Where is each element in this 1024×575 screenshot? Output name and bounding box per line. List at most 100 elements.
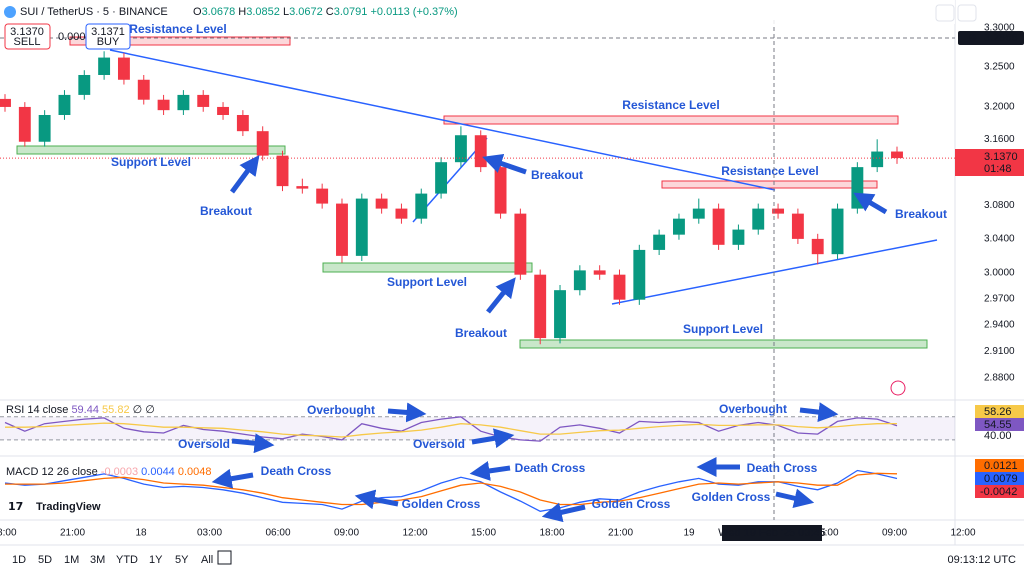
annotation: Support Level — [387, 275, 467, 289]
indicator-line — [5, 472, 898, 506]
candle-body — [732, 229, 745, 245]
download-button[interactable] — [935, 4, 955, 22]
x-tick-label: 21:00 — [608, 528, 633, 539]
support-zone — [519, 339, 928, 349]
annotation: Death Cross — [261, 464, 332, 478]
candle-body — [236, 114, 249, 132]
y-tick-label: 3.2500 — [984, 62, 1015, 73]
rsi-axis-label: 40.00 — [984, 430, 1012, 442]
arrow — [541, 502, 586, 523]
candle-body — [573, 270, 586, 291]
crosshair-time-box — [722, 525, 822, 541]
support-zone — [16, 145, 286, 155]
signal-box — [975, 459, 1024, 472]
x-tick-label: 18 — [135, 528, 147, 539]
candle-body — [336, 203, 348, 256]
annotation: Breakout — [531, 168, 583, 182]
arrow — [229, 154, 260, 194]
drawings — [16, 36, 938, 349]
macd-legend: MACD 12 26 close -0.0003 0.0044 0.0048 — [6, 466, 212, 478]
candle-body — [316, 188, 329, 204]
date-range-button[interactable] — [217, 550, 232, 565]
annotation: Golden Cross — [692, 490, 771, 504]
candle-body — [177, 94, 190, 111]
x-tick-label: 06:00 — [265, 528, 290, 539]
candle-body — [534, 274, 547, 339]
range-button[interactable]: 1D — [12, 554, 26, 566]
candle-body — [435, 162, 448, 194]
y-tick-label: 2.8800 — [984, 373, 1015, 384]
range-button[interactable]: All — [201, 554, 213, 566]
symbol: SUI / TetherUS · 5 · BINANCE — [20, 6, 168, 18]
candle-body — [217, 106, 229, 115]
range-button[interactable]: 1M — [64, 554, 79, 566]
ohlc-value: 3.0852 — [246, 6, 280, 18]
ohlc-label: H — [238, 6, 246, 18]
sell-button[interactable] — [4, 23, 51, 50]
change: +0.0113 (+0.37%) — [370, 6, 457, 18]
x-tick-label: 18:00 — [0, 528, 17, 539]
macd-name: MACD 12 26 close — [6, 466, 98, 478]
candle-body — [831, 208, 844, 255]
range-button[interactable]: 5Y — [175, 554, 189, 566]
annotation: Overbought — [307, 403, 375, 417]
rsi-box — [975, 418, 1024, 431]
ohlc-value: 3.0678 — [202, 6, 236, 18]
y-tick-label: 3.3000 — [984, 22, 1015, 33]
macd-value: 0.0048 — [178, 466, 212, 478]
candle-body — [712, 208, 725, 245]
buy-button[interactable] — [85, 23, 131, 50]
indicator-line — [5, 422, 898, 438]
plots — [0, 51, 955, 512]
range-button[interactable]: YTD — [116, 554, 138, 566]
rsi-legend: RSI 14 close 59.44 55.82 ∅ ∅ — [6, 404, 155, 416]
arrow — [853, 192, 888, 215]
y-tick-label: 2.9400 — [984, 320, 1015, 331]
crosshair-plus: ⊕ — [968, 32, 977, 44]
header-bg — [0, 0, 955, 24]
y-tick-label: 3.1600 — [984, 134, 1015, 145]
ohlc: O3.0678 H3.0852 L3.0672 C3.0791 +0.0113 … — [193, 6, 458, 18]
rsi-value: 59.44 — [71, 404, 99, 416]
candle-body — [752, 208, 765, 230]
candle-body — [157, 99, 170, 111]
x-tick-label: 15:00 — [471, 528, 496, 539]
y-tick-label: 3.0400 — [984, 234, 1015, 245]
rsi-axis-label: 58.26 — [984, 406, 1012, 418]
buy-price: 3.1371 — [91, 26, 125, 38]
logo-mark: 𝟭𝟳 — [8, 501, 23, 513]
arrow — [486, 277, 516, 314]
ohlc-label: L — [283, 6, 289, 18]
range-button[interactable]: 5D — [38, 554, 52, 566]
range-button[interactable]: 1Y — [149, 554, 163, 566]
macd-box — [975, 472, 1024, 485]
annotation: Death Cross — [747, 461, 818, 475]
x-tick-label: 06:00 — [813, 528, 838, 539]
sell-price: 3.1370 — [10, 26, 44, 38]
annotation: Oversold — [413, 437, 465, 451]
candle-body — [871, 151, 884, 168]
annotation: Golden Cross — [402, 497, 481, 511]
crosshair-price: 3.2866 — [984, 32, 1018, 44]
candle-body — [514, 213, 527, 275]
x-tick-label: 12:00 — [950, 528, 975, 539]
annotation: Overbought — [719, 402, 787, 416]
arrow — [211, 468, 254, 489]
crosshair-time: Wed 19 Feb '25 03:45 — [718, 527, 826, 539]
buy-label: BUY — [97, 36, 120, 48]
alert-icon[interactable] — [890, 380, 906, 396]
hist-box — [975, 485, 1024, 498]
sell-label: SELL — [14, 36, 41, 48]
macd-axis-label: -0.0042 — [980, 486, 1017, 498]
candle-body — [117, 57, 130, 80]
candle-body — [673, 218, 685, 235]
candle-body — [0, 98, 11, 107]
x-tick-label: 12:00 — [402, 528, 427, 539]
fullscreen-button[interactable] — [957, 4, 977, 22]
resistance-zone — [661, 180, 878, 189]
y-tick-label: 2.9100 — [984, 346, 1015, 357]
candle-body — [454, 135, 467, 163]
range-button[interactable]: 3M — [90, 554, 105, 566]
time-axis: 18:00 21:00 18 03:00 06:00 09:00 12:00 15:00 18:… — [0, 528, 976, 539]
